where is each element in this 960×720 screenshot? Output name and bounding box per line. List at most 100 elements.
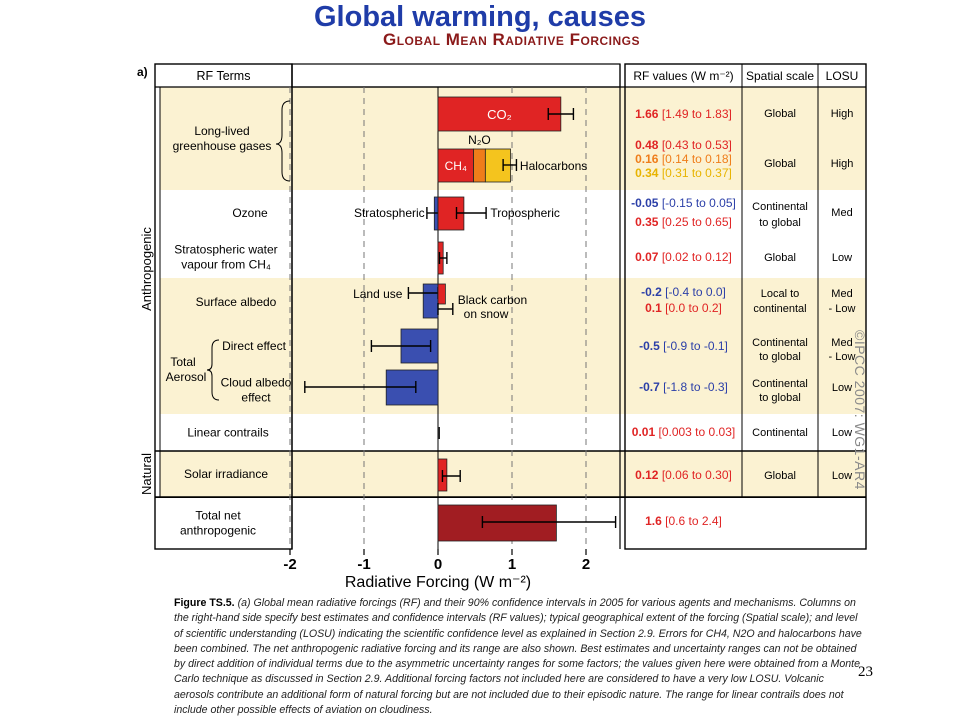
slide-title: Global warming, causes [314,1,646,33]
radiative-forcing-chart: -2 -1 0 1 2 Radiative Forcing (W m⁻²) a) RF Ter… [137,63,867,591]
value-band [625,278,866,326]
spatial-scale-label: Global [764,158,796,170]
chart-header-frame [291,63,621,88]
term-label: Stratospheric water [174,243,277,257]
losu-label: High [831,108,854,120]
rf-value-solar: 0.12 [0.06 to 0.30] [635,468,732,482]
spatial-scale-label: continental [753,303,806,315]
label-co2: CO₂ [487,107,512,122]
values-frame [624,63,867,550]
rf-value-strat-ozone: -0.05 [-0.15 to 0.05] [631,196,736,210]
value-band [625,366,866,414]
caption-text: (a) Global mean radiative forcings (RF) … [174,597,862,717]
bar-linear-contrails [438,427,440,439]
label-land-use: Land use [353,287,403,301]
group-label-anthropogenic: Anthropogenic [139,227,154,311]
losu-label: Med [831,207,852,219]
row-band [160,451,625,497]
group-label-aerosol: Aerosol [166,370,207,384]
header-spatial-scale: Spatial scale [746,69,814,83]
rf-value-ch4: 0.48 [0.43 to 0.53] [635,138,732,152]
label-halocarbons: Halocarbons [520,159,587,173]
page-number: 23 [858,664,873,680]
spatial-scale-label: to global [759,217,801,229]
aerosol-brace [206,339,220,401]
spatial-scale-label: Continental [752,427,808,439]
losu-label: Low [832,382,852,394]
spatial-scale-label: to global [759,351,801,363]
spatial-scale-label: Global [764,470,796,482]
term-label: anthropogenic [180,524,256,538]
losu-label: High [831,158,854,170]
losu-label: - Low [829,303,856,315]
header-rf-terms: RF Terms [197,69,251,83]
term-label: Long-lived [194,124,249,138]
value-band [625,87,866,190]
label-black-carbon-2: on snow [464,307,509,321]
group-label-natural: Natural [139,453,154,495]
rf-value-land-use: -0.2 [-0.4 to 0.0] [641,285,726,299]
rf-value-n2o: 0.16 [0.14 to 0.18] [635,152,732,166]
label-black-carbon-1: Black carbon [458,293,527,307]
spatial-scale-label: Global [764,108,796,120]
losu-label: Low [832,470,852,482]
caption-label: Figure TS.5. [174,597,235,609]
rf-value-contrails: 0.01 [0.003 to 0.03] [632,425,735,439]
spatial-scale-label: Continental [752,337,808,349]
label-tropospheric: Tropospheric [490,206,560,220]
bar-black-carbon [437,283,446,305]
spatial-scale-label: to global [759,392,801,404]
x-tick-label: 2 [582,556,590,573]
value-band [625,326,866,366]
header-rf-values: RF values (W m⁻²) [633,69,733,83]
ghg-brace [275,100,291,182]
rf-value-co2: 1.66 [1.49 to 1.83] [635,107,732,121]
term-label: Total net [195,509,241,523]
x-tick-label: 1 [508,556,516,573]
term-label: Linear contrails [187,426,268,440]
losu-label: - Low [829,351,856,363]
rf-value-cloud-albedo: -0.7 [-1.8 to -0.3] [639,380,728,394]
term-label: effect [241,391,271,405]
label-stratospheric: Stratospheric [354,206,425,220]
rf-value-halocarbons: 0.34 [0.31 to 0.37] [635,166,732,180]
term-label: Surface albedo [196,295,277,309]
rf-value-trop-ozone: 0.35 [0.25 to 0.65] [635,215,732,229]
bar-n2o [473,148,486,183]
spatial-scale-label: Local to [761,288,800,300]
term-label: Ozone [232,206,268,220]
panel-label: a) [137,65,148,79]
ipcc-copyright: ©IPCC 2007: WG1-AR4 [852,330,868,490]
figure-subtitle: Global Mean Radiative Forcings [383,30,640,49]
value-band [625,451,866,497]
spatial-scale-label: Global [764,252,796,264]
x-tick-label: -2 [283,556,296,573]
header-losu: LOSU [826,69,859,83]
rf-value-black-carbon: 0.1 [0.0 to 0.2] [645,301,722,315]
spatial-scale-label: Continental [752,201,808,213]
losu-label: Med [831,337,852,349]
term-label: greenhouse gases [173,139,272,153]
rf-value-aerosol-direct: -0.5 [-0.9 to -0.1] [639,339,728,353]
losu-label: Low [832,252,852,264]
bar-ch4 [437,148,474,183]
bar-land-use [422,283,439,319]
losu-label: Med [831,288,852,300]
group-label-total: Total [170,355,195,369]
rf-value-total-net: 1.6 [0.6 to 2.4] [645,514,722,528]
losu-label: Low [832,427,852,439]
rf-value-strat-water: 0.07 [0.02 to 0.12] [635,250,732,264]
x-axis-label: Radiative Forcing (W m⁻²) [345,574,531,591]
x-tick-label: -1 [357,556,370,573]
term-label: vapour from CH₄ [181,258,271,272]
row-band [160,278,625,326]
x-tick-label: 0 [434,556,442,573]
bar-total-net [437,504,557,542]
label-ch4: CH₄ [445,159,467,173]
figure-caption: Figure TS.5. (a) Global mean radiative f… [174,596,864,718]
spatial-scale-label: Continental [752,378,808,390]
term-label: Direct effect [222,339,286,353]
bar-co2 [437,96,562,132]
term-label: Cloud albedo [221,376,292,390]
term-label: Solar irradiance [184,467,268,481]
